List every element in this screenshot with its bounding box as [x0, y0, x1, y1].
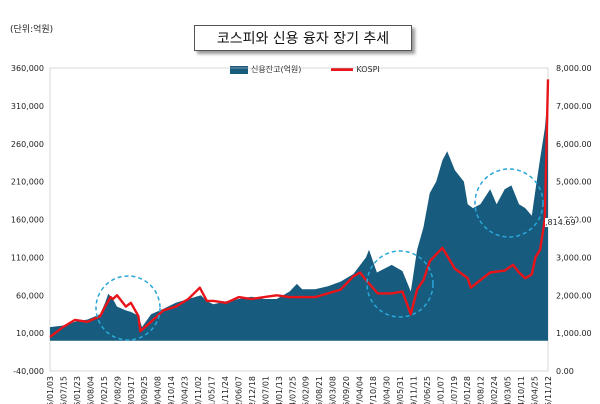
x-axis-tick: 2025/04/25	[531, 376, 540, 404]
left-axis-tick: 160,000	[11, 216, 44, 225]
x-axis-tick: 2007/08/29	[113, 376, 122, 404]
right-axis-tick: 3,000.00	[556, 253, 592, 262]
highlight-circle-1	[95, 275, 161, 341]
left-axis-tick: 60,000	[16, 291, 44, 300]
legend-item-credit: 신용잔고(억원)	[230, 64, 301, 75]
x-axis-tick: 2008/03/17	[127, 376, 136, 404]
legend-label-kospi: KOSPI	[356, 65, 380, 74]
right-axis-tick: 0.00	[556, 367, 574, 376]
left-axis-tick: 260,000	[11, 140, 44, 149]
x-axis-tick: 2016/09/20	[342, 376, 351, 404]
left-axis-tick: 310,000	[11, 102, 44, 111]
right-axis-tick: 5,000.00	[556, 178, 592, 187]
left-axis-tick: 210,000	[11, 178, 44, 187]
right-axis-tick: 6,000.00	[556, 140, 592, 149]
x-axis-tick: 2011/11/24	[221, 376, 230, 404]
legend: 신용잔고(억원) KOSPI	[230, 64, 380, 75]
x-axis-tick: 2018/04/30	[382, 376, 391, 404]
x-axis-tick: 2019/11/11	[409, 376, 418, 404]
x-axis-tick: 2023/02/24	[490, 376, 499, 404]
x-axis-tick: 2009/04/08	[154, 376, 163, 404]
x-axis-tick: 2022/08/12	[477, 376, 486, 404]
x-axis-tick: 2005/01/03	[46, 376, 55, 404]
unit-label: (단위:억원)	[10, 25, 54, 35]
x-axis-tick: 2020/06/25	[423, 376, 432, 404]
x-axis-tick: 2016/03/08	[329, 376, 338, 404]
x-axis-tick: 2022/01/28	[463, 376, 472, 404]
x-axis-tick: 2012/12/18	[248, 376, 257, 404]
right-axis-tick: 7,000.00	[556, 102, 592, 111]
kospi-value-annotation: ,814.69	[545, 218, 576, 227]
legend-swatch-kospi	[331, 68, 354, 71]
legend-item-kospi: KOSPI	[331, 65, 380, 74]
x-axis-tick: 2021/01/07	[436, 376, 445, 404]
legend-label-credit: 신용잔고(억원)	[251, 65, 302, 74]
x-axis-tick: 2017/04/04	[356, 376, 365, 404]
highlight-circle-3	[474, 168, 544, 238]
right-axis-tick: 2,000.00	[556, 291, 592, 300]
x-axis-tick: 2006/08/04	[86, 376, 95, 404]
x-axis-tick: 2014/01/13	[275, 376, 284, 404]
x-axis-tick: 2025/11/12	[544, 376, 553, 404]
x-axis-tick: 2024/03/05	[504, 376, 513, 404]
left-axis-tick: 360,000	[11, 64, 44, 73]
left-axis-tick: -40,000	[13, 367, 44, 376]
x-axis-tick: 2013/07/01	[261, 376, 270, 404]
x-axis-tick: 2007/02/15	[100, 376, 109, 404]
x-axis-tick: 2010/04/23	[181, 376, 190, 404]
x-axis-tick: 2021/07/19	[450, 376, 459, 404]
x-axis-tick: 2019/05/31	[396, 376, 405, 404]
left-axis-tick: 110,000	[11, 253, 44, 262]
x-axis-tick: 2014/07/25	[288, 376, 297, 404]
x-axis-tick: 2015/02/09	[302, 376, 311, 404]
right-axis-tick: 1,000.00	[556, 329, 592, 338]
series-kospi-line	[49, 79, 550, 338]
x-axis-tick: 2011/05/17	[208, 376, 217, 404]
x-axis-tick: 2009/10/14	[167, 376, 176, 404]
chart-title: 코스피와 신용 융자 장기 추세	[194, 25, 412, 51]
right-axis-tick: 8,000.00	[556, 64, 592, 73]
x-axis-tick: 2015/08/21	[315, 376, 324, 404]
x-axis-tick: 2017/10/18	[369, 376, 378, 404]
highlight-circle-2	[366, 250, 434, 318]
x-axis-tick: 2008/09/25	[140, 376, 149, 404]
x-axis-tick: 2024/10/11	[517, 376, 526, 404]
legend-swatch-credit	[230, 65, 248, 74]
x-axis-tick: 2005/07/15	[59, 376, 68, 404]
left-axis-tick: 10,000	[16, 329, 44, 338]
x-axis-tick: 2006/01/23	[73, 376, 82, 404]
x-axis-tick: 2012/06/07	[234, 376, 243, 404]
x-axis-tick: 2010/11/02	[194, 376, 203, 404]
